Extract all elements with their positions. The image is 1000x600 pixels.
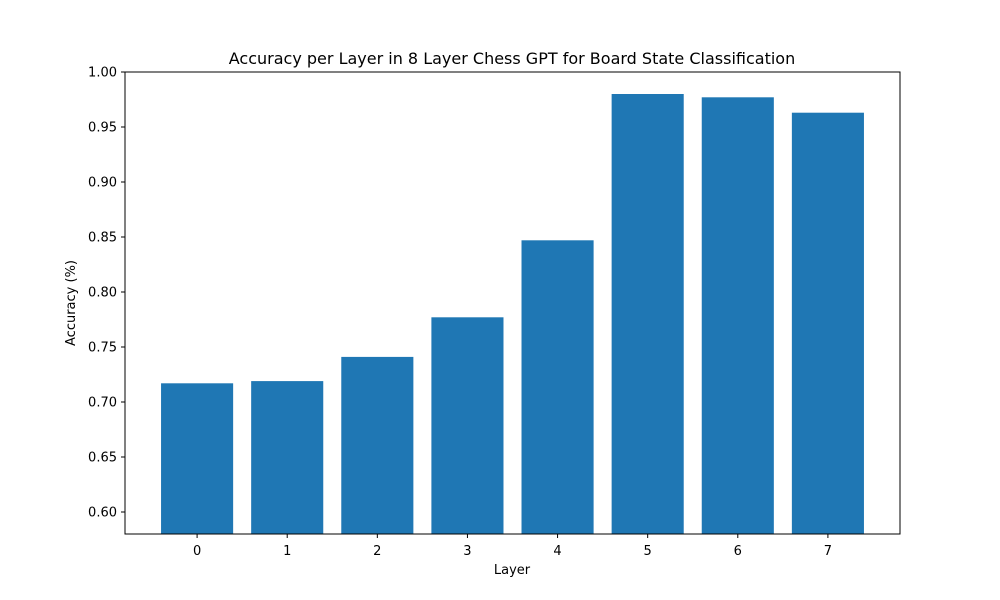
bar-layer-7 [791, 112, 864, 534]
y-tick-label: 0.60 [88, 506, 117, 521]
x-axis-ticks: 0 1 2 3 4 5 6 7 [193, 534, 832, 559]
y-tick-label: 0.90 [88, 176, 117, 191]
y-tick-label: 0.70 [88, 396, 117, 411]
bar-layer-5 [611, 94, 684, 534]
y-tick-label: 0.65 [88, 451, 117, 466]
bar-layer-0 [161, 383, 234, 534]
x-tick-label: 1 [283, 544, 291, 559]
bar-layer-4 [521, 240, 594, 535]
y-tick-label: 0.80 [88, 286, 117, 301]
y-tick-label: 0.75 [88, 341, 117, 356]
bar-layer-6 [701, 97, 774, 535]
x-tick-label: 2 [373, 544, 381, 559]
x-tick-label: 5 [644, 544, 652, 559]
x-tick-label: 7 [824, 544, 832, 559]
x-tick-label: 4 [553, 544, 561, 559]
y-tick-label: 1.00 [88, 66, 117, 81]
plot-frame [124, 71, 901, 535]
y-tick-label: 0.95 [88, 121, 117, 136]
bar-layer-3 [431, 317, 504, 534]
bar-layer-2 [341, 356, 414, 534]
y-axis-label: Accuracy (%) [64, 260, 79, 346]
y-tick-label: 0.85 [88, 231, 117, 246]
x-tick-label: 0 [193, 544, 201, 559]
x-tick-label: 6 [734, 544, 742, 559]
y-axis-ticks: 0.60 0.65 0.70 0.75 0.80 0.85 0.90 0.95 1.00 [88, 66, 125, 521]
x-axis-label: Layer [494, 563, 531, 578]
bars-group [161, 94, 864, 535]
x-tick-label: 3 [463, 544, 471, 559]
chart-title: Accuracy per Layer in 8 Layer Chess GPT … [229, 49, 795, 68]
bar-layer-1 [251, 381, 324, 534]
